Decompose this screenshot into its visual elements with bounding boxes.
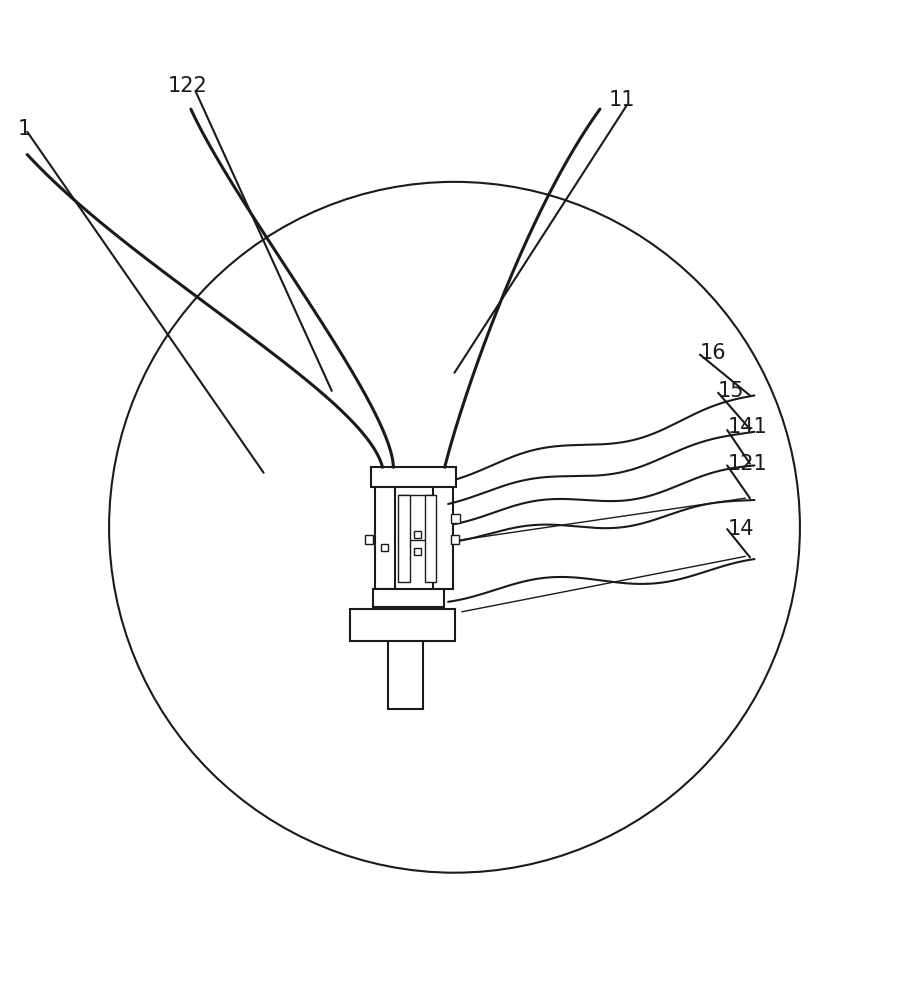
Text: 11: 11 [609, 90, 635, 110]
Bar [381, 544, 388, 551]
Text: 16: 16 [700, 343, 726, 363]
Text: 121: 121 [727, 454, 767, 474]
Bar [414, 531, 421, 538]
Bar [414, 548, 421, 555]
Bar [451, 535, 459, 544]
Text: 122: 122 [168, 76, 208, 96]
Bar [425, 495, 436, 582]
Bar [373, 589, 444, 607]
Bar [398, 495, 410, 582]
Text: 141: 141 [727, 417, 767, 437]
Bar [433, 471, 453, 589]
Text: 1: 1 [18, 119, 32, 139]
Bar [388, 609, 423, 709]
Text: 14: 14 [727, 519, 754, 539]
Bar [365, 535, 373, 544]
Bar [375, 471, 395, 589]
Text: 15: 15 [718, 381, 744, 401]
Bar [350, 609, 454, 641]
Bar [371, 467, 456, 487]
Bar [451, 514, 460, 523]
